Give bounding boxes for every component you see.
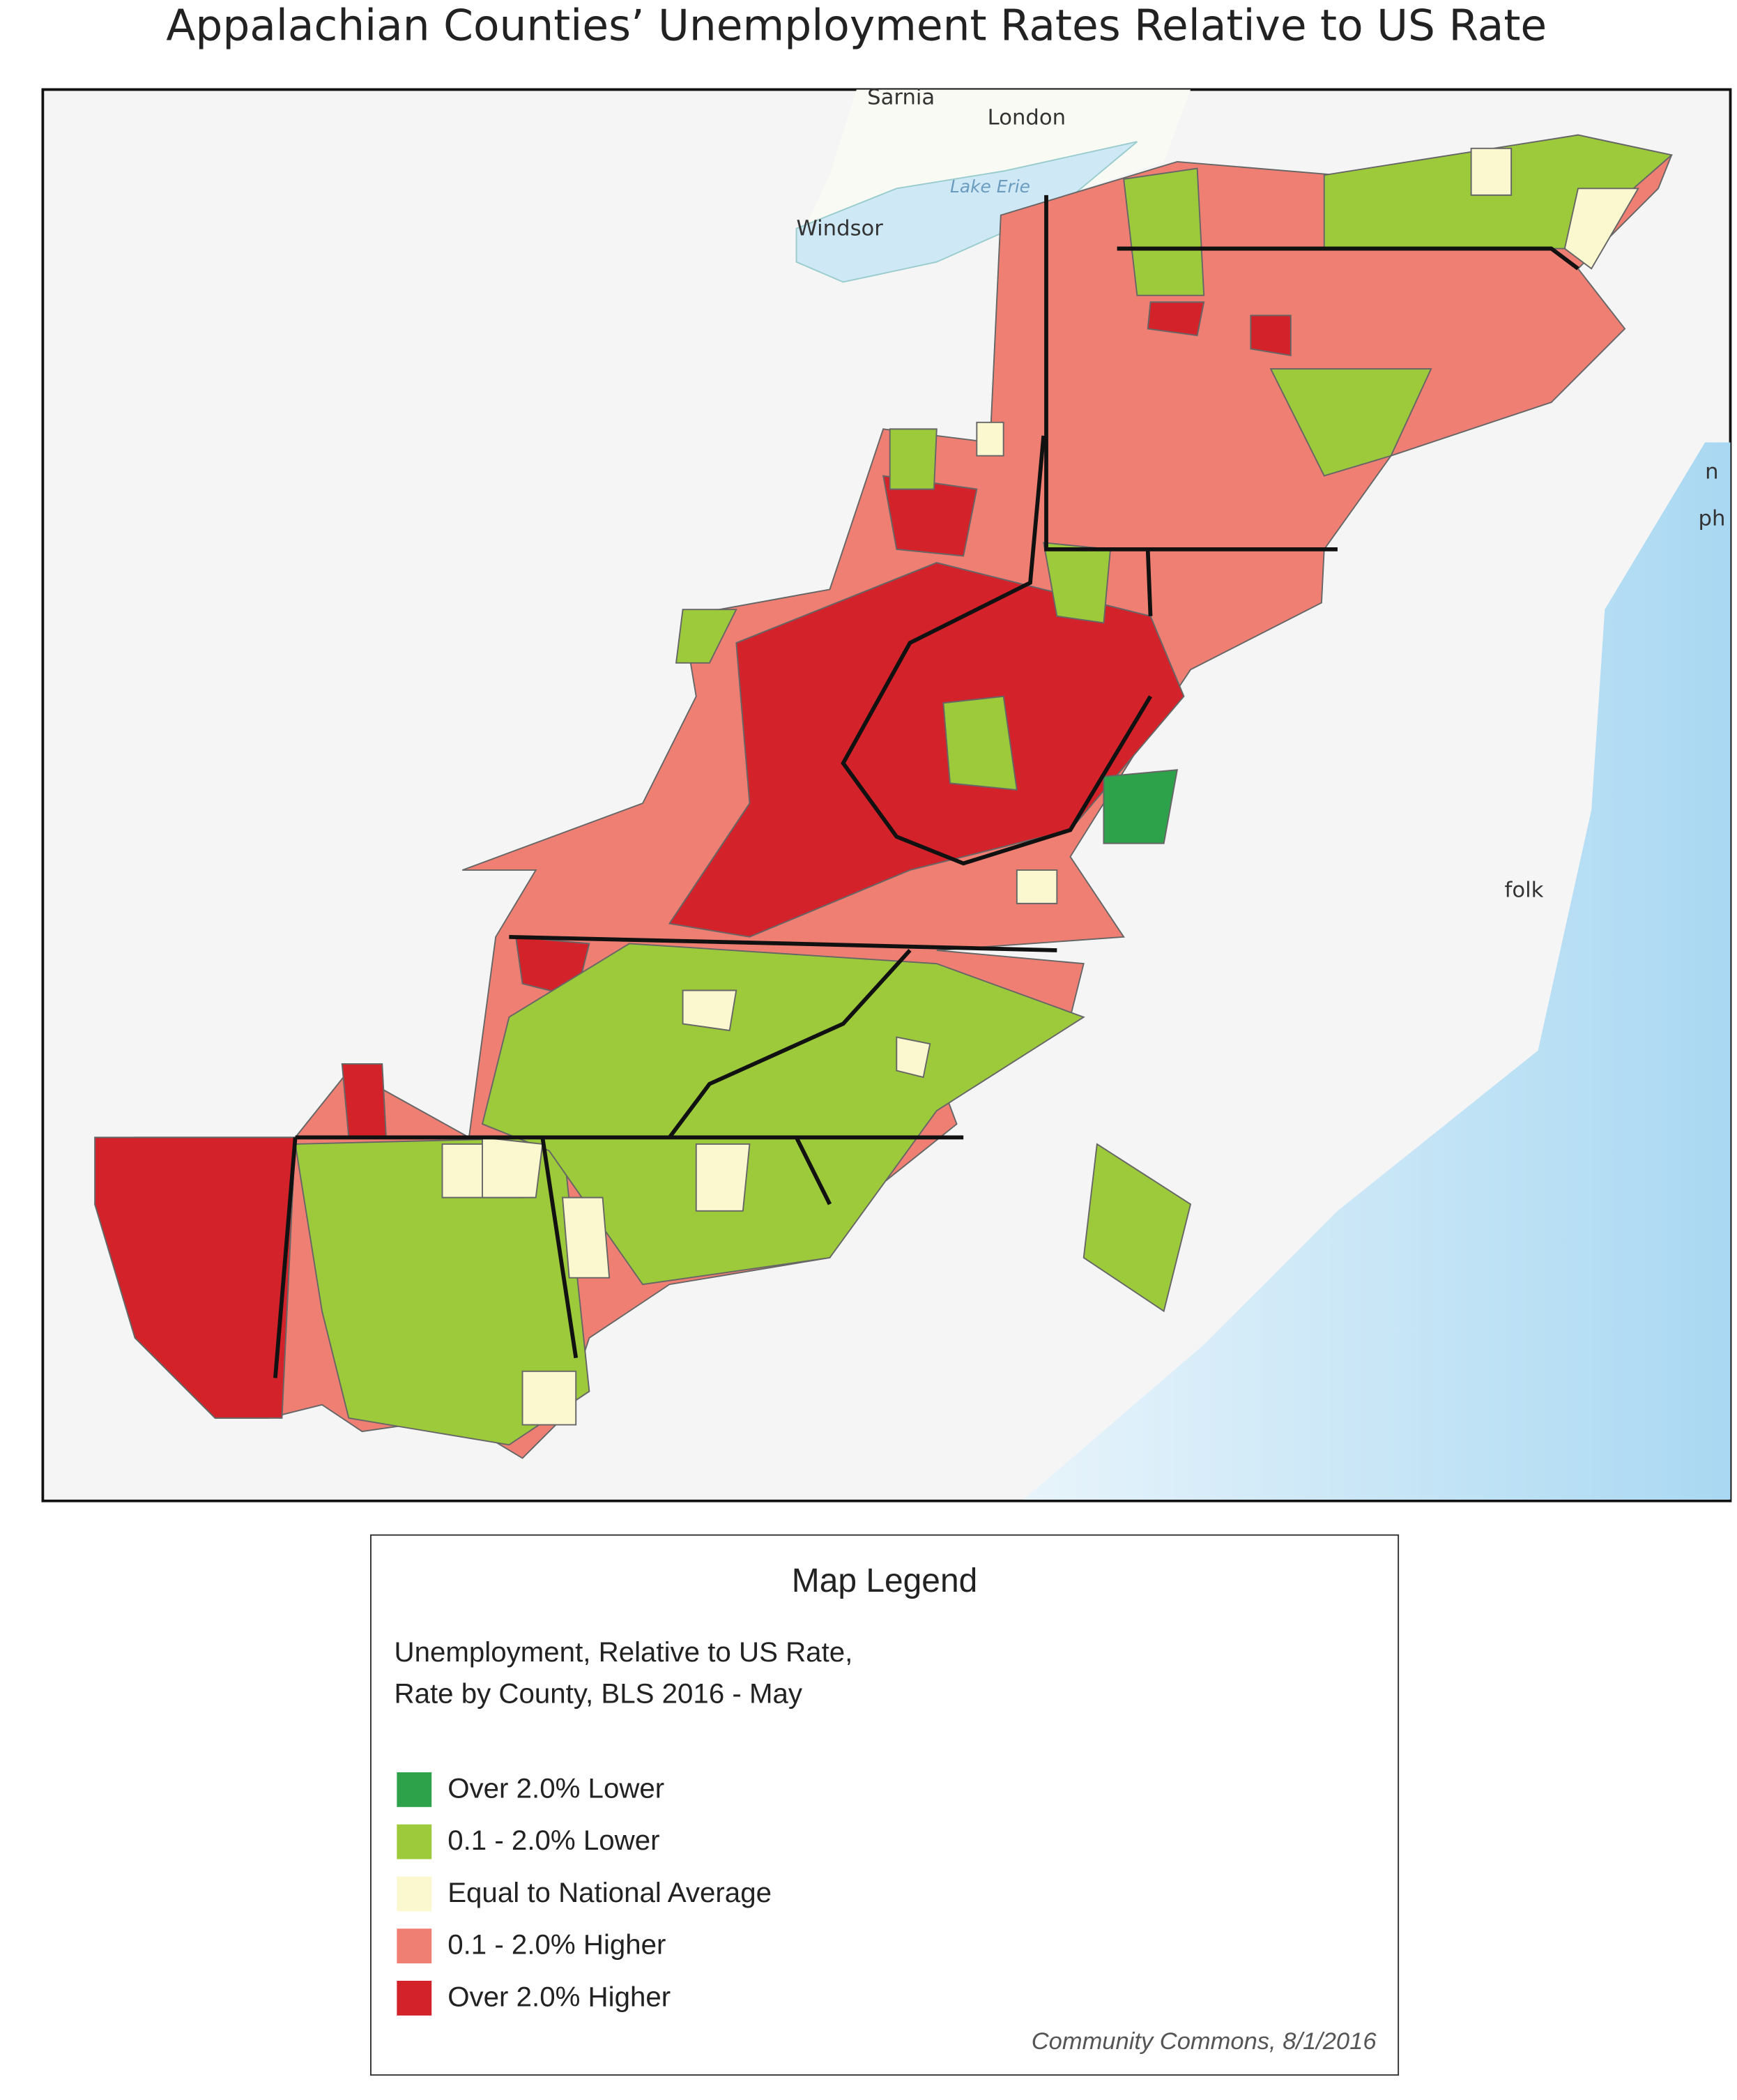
legend-items: Over 2.0% Lower 0.1 - 2.0% Lower Equal to … xyxy=(397,1763,772,2024)
county-region xyxy=(1470,147,1513,196)
title: Appalachian Counties’ Unemployment Rates… xyxy=(166,0,1547,51)
state-borders xyxy=(273,195,1579,1378)
place-label: folk xyxy=(1505,878,1544,902)
county-region xyxy=(1147,301,1205,337)
county-region xyxy=(1250,314,1292,357)
place-label: ph xyxy=(1699,506,1726,531)
legend-label: 0.1 - 2.0% Lower xyxy=(447,1825,660,1856)
county-regions xyxy=(94,134,1674,1459)
county-region xyxy=(695,1143,751,1212)
legend-item: 0.1 - 2.0% Lower xyxy=(397,1815,772,1867)
legend-swatch xyxy=(397,1875,432,1911)
county-region xyxy=(521,1370,577,1426)
county-region xyxy=(889,428,938,490)
legend-label: 0.1 - 2.0% Higher xyxy=(447,1929,666,1961)
county-region xyxy=(341,1063,388,1139)
county-region xyxy=(976,421,1004,457)
county-region xyxy=(668,562,1185,938)
legend-item: Over 2.0% Lower xyxy=(397,1763,772,1816)
county-region xyxy=(1016,869,1058,904)
county-region xyxy=(1123,167,1205,296)
legend-item: Over 2.0% Higher xyxy=(397,1972,772,2024)
legend-label: Over 2.0% Lower xyxy=(447,1772,665,1804)
place-label: n xyxy=(1705,459,1718,484)
map: Sarnia London Windsor Lake Erie n ph fol… xyxy=(41,88,1732,1502)
county-region xyxy=(942,695,1018,791)
county-region xyxy=(1269,368,1432,477)
county-region xyxy=(482,1136,544,1199)
legend-item: 0.1 - 2.0% Higher xyxy=(397,1919,772,1972)
county-region xyxy=(882,475,978,557)
county-region xyxy=(1563,188,1639,270)
county-region xyxy=(1082,1143,1192,1313)
legend-source: Community Commons, 8/1/2016 xyxy=(1031,2027,1377,2055)
legend-label: Over 2.0% Higher xyxy=(447,1981,671,2013)
county-region xyxy=(562,1196,611,1279)
county-region xyxy=(675,609,737,664)
county-region xyxy=(1103,769,1179,844)
legend-subtitle: Unemployment, Relative to US Rate, Rate … xyxy=(394,1637,853,1710)
legend-item: Equal to National Average xyxy=(397,1867,772,1919)
county-region xyxy=(682,989,737,1032)
legend: Map Legend Unemployment, Relative to US … xyxy=(370,1534,1400,2076)
legend-swatch xyxy=(397,1771,432,1806)
map-labels: Sarnia London Windsor Lake Erie n ph fol… xyxy=(797,89,1726,903)
place-label: London xyxy=(988,105,1066,130)
legend-swatch xyxy=(397,1928,432,1963)
county-region xyxy=(481,943,1085,1286)
county-region xyxy=(1043,542,1112,624)
legend-swatch xyxy=(397,1980,432,2015)
place-label: Sarnia xyxy=(867,89,935,110)
legend-swatch xyxy=(397,1823,432,1859)
legend-label: Equal to National Average xyxy=(447,1877,772,1908)
place-label: Windsor xyxy=(797,216,884,241)
county-region xyxy=(896,1036,931,1079)
lake-label: Lake Erie xyxy=(950,176,1030,197)
legend-title: Map Legend xyxy=(791,1562,978,1600)
ocean xyxy=(1023,442,1731,1500)
